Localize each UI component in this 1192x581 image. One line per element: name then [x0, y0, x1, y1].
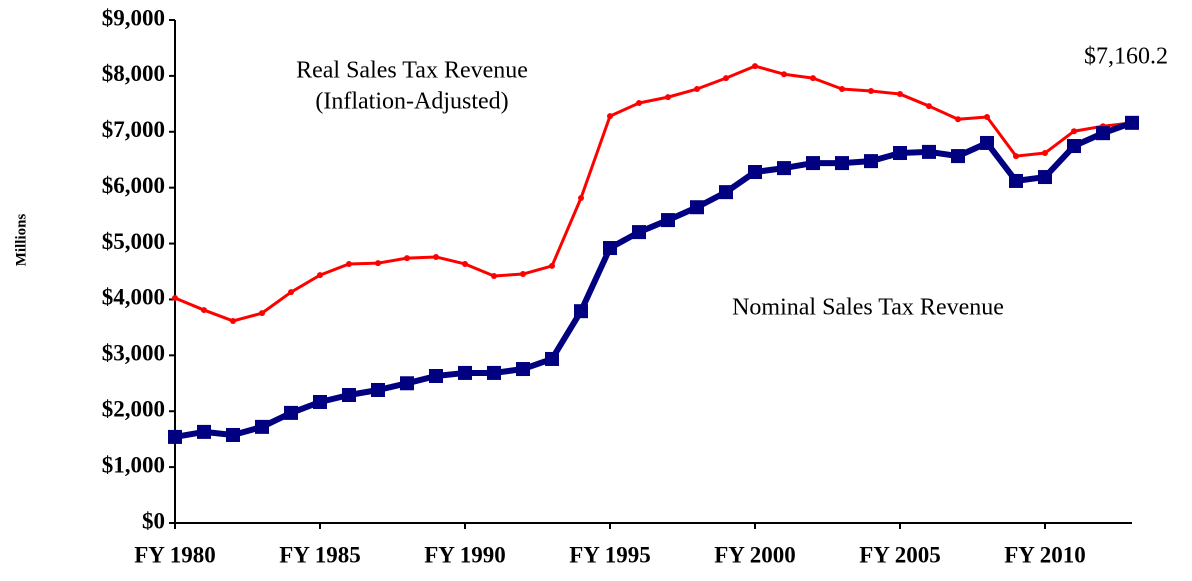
- marker: [375, 260, 381, 267]
- marker: [1013, 153, 1019, 160]
- marker: [259, 310, 265, 317]
- marker: [491, 272, 497, 279]
- marker: [578, 195, 584, 202]
- marker: [810, 75, 816, 82]
- marker: [636, 99, 642, 106]
- x-tick-label: FY 2000: [714, 542, 796, 567]
- marker: [201, 307, 207, 314]
- marker: [317, 272, 323, 279]
- marker: [661, 213, 675, 228]
- y-tick-label: $9,000: [102, 5, 165, 30]
- marker: [719, 185, 733, 200]
- marker: [752, 63, 758, 70]
- y-tick-label: $7,000: [102, 117, 165, 142]
- x-tick-label: FY 1980: [134, 542, 216, 567]
- marker: [487, 365, 501, 380]
- marker: [1067, 139, 1081, 154]
- marker: [404, 255, 410, 262]
- marker: [897, 91, 903, 98]
- annotation: $7,160.2: [1084, 44, 1168, 70]
- marker: [1042, 150, 1048, 157]
- x-tick-label: FY 2010: [1004, 542, 1086, 567]
- marker: [1125, 115, 1139, 130]
- marker: [922, 144, 936, 159]
- marker: [806, 156, 820, 171]
- marker: [429, 369, 443, 384]
- marker: [893, 146, 907, 161]
- marker: [694, 86, 700, 93]
- marker: [433, 253, 439, 260]
- marker: [1096, 126, 1110, 141]
- y-tick-label: $4,000: [102, 285, 165, 310]
- y-tick-label: $8,000: [102, 61, 165, 86]
- marker: [172, 295, 178, 302]
- marker: [574, 304, 588, 319]
- marker: [1009, 173, 1023, 188]
- marker: [1071, 128, 1077, 135]
- marker: [980, 135, 994, 150]
- marker: [984, 113, 990, 120]
- marker: [313, 395, 327, 410]
- marker: [458, 365, 472, 380]
- marker: [545, 351, 559, 366]
- marker: [603, 241, 617, 256]
- marker: [226, 427, 240, 442]
- marker: [748, 165, 762, 180]
- marker: [926, 103, 932, 110]
- marker: [516, 362, 530, 377]
- y-tick-label: $2,000: [102, 397, 165, 422]
- series-line: [174, 120, 1134, 440]
- marker: [462, 260, 468, 267]
- marker: [723, 75, 729, 82]
- y-tick-label: $5,000: [102, 229, 165, 254]
- marker: [777, 161, 791, 176]
- annotation: Real Sales Tax Revenue: [296, 58, 528, 84]
- marker: [168, 429, 182, 444]
- marker: [868, 87, 874, 94]
- x-tick-label: FY 1985: [279, 542, 361, 567]
- marker: [955, 116, 961, 123]
- series-line: [174, 64, 1133, 323]
- y-tick-label: $0: [142, 508, 165, 533]
- y-tick-label: $3,000: [102, 341, 165, 366]
- x-tick-label: FY 1995: [569, 542, 651, 567]
- marker: [230, 317, 236, 324]
- marker: [690, 200, 704, 215]
- marker: [255, 419, 269, 434]
- y-tick-label: $6,000: [102, 173, 165, 198]
- annotation: Nominal Sales Tax Revenue: [732, 295, 1004, 321]
- marker: [835, 156, 849, 171]
- marker: [781, 71, 787, 78]
- marker: [839, 86, 845, 93]
- marker: [284, 405, 298, 420]
- marker: [549, 262, 555, 269]
- marker: [288, 289, 294, 296]
- marker: [371, 382, 385, 397]
- marker: [197, 424, 211, 439]
- marker: [607, 113, 613, 120]
- marker: [864, 154, 878, 169]
- y-axis-label: Millions: [13, 214, 29, 267]
- annotation: (Inflation-Adjusted): [315, 89, 508, 115]
- marker: [665, 94, 671, 101]
- marker: [342, 388, 356, 403]
- x-tick-label: FY 1990: [424, 542, 506, 567]
- marker: [1038, 170, 1052, 185]
- marker: [951, 149, 965, 164]
- y-tick-label: $1,000: [102, 452, 165, 477]
- marker: [346, 260, 352, 267]
- marker: [632, 225, 646, 240]
- x-tick-label: FY 2005: [859, 542, 941, 567]
- marker: [520, 271, 526, 278]
- marker: [400, 376, 414, 391]
